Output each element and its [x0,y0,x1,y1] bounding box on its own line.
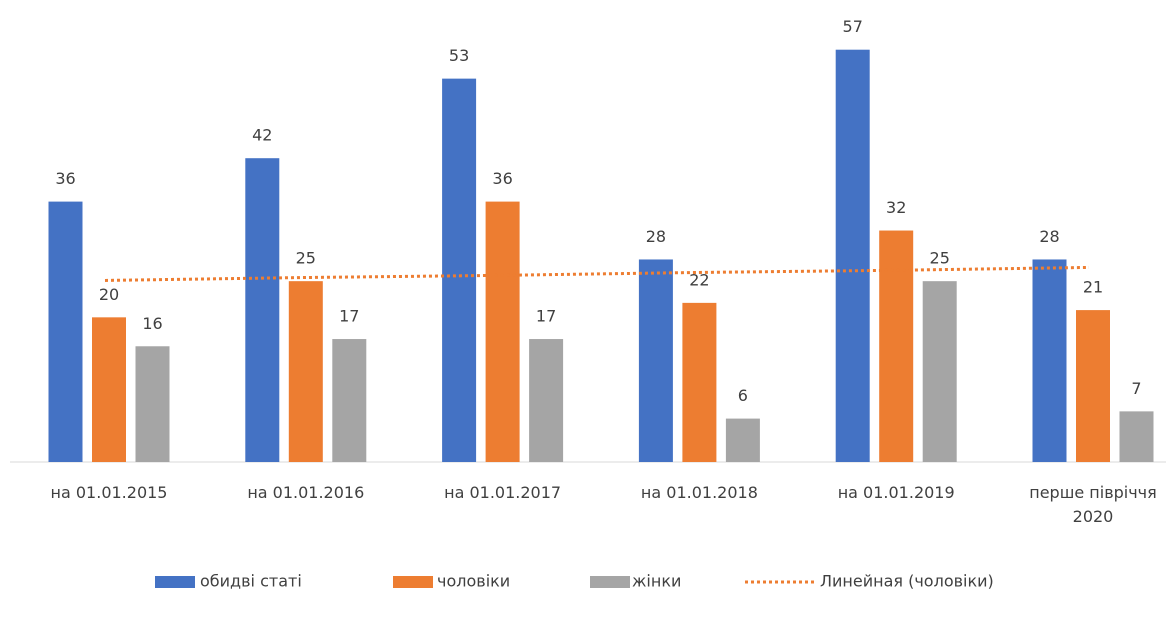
data-label: 17 [339,307,359,326]
legend-label: Линейная (чоловіки) [820,572,994,591]
data-label: 36 [55,169,75,188]
data-label: 25 [930,249,950,268]
bar [288,281,323,462]
x-tick-label: на 01.01.2016 [247,483,365,502]
legend-swatch [155,576,195,588]
data-label: 21 [1083,278,1103,297]
data-label: 6 [738,386,748,405]
legend-swatch [590,576,630,588]
data-label: 20 [99,285,119,304]
data-label: 57 [843,17,863,36]
bar [1032,259,1067,462]
legend-swatch [393,576,433,588]
trendline [104,265,1090,282]
x-tick-label: на 01.01.2018 [640,483,758,502]
data-label: 36 [492,169,512,188]
bar [682,302,717,462]
data-label: 53 [449,46,469,65]
bar [879,230,914,462]
x-tick-label: на 01.01.2015 [50,483,168,502]
bar [332,339,367,462]
bar [725,418,760,462]
x-tick-label: на 01.01.2017 [444,483,562,502]
bar [135,346,170,462]
bar [835,49,870,462]
legend-label: обидві статі [200,572,302,591]
x-tick-label: на 01.01.2019 [837,483,955,502]
data-label: 28 [646,227,666,246]
legend-label: жінки [632,572,681,591]
data-label: 17 [536,307,556,326]
data-label: 28 [1039,227,1059,246]
bar [529,339,564,462]
bar [92,317,126,462]
data-label: 42 [252,126,272,145]
bar [48,201,83,462]
bar [638,259,673,462]
bar [245,158,280,462]
bar [1076,310,1110,462]
bar [1119,411,1154,462]
x-tick-label: перше півріччя 2020 [1029,483,1157,526]
bar [485,201,520,462]
bar [922,281,957,462]
data-label: 16 [142,314,162,333]
bar [442,78,477,462]
data-label: 32 [886,198,906,217]
data-label: 22 [689,270,709,289]
data-label: 25 [296,249,316,268]
data-label: 7 [1131,379,1141,398]
legend-label: чоловіки [437,572,510,591]
